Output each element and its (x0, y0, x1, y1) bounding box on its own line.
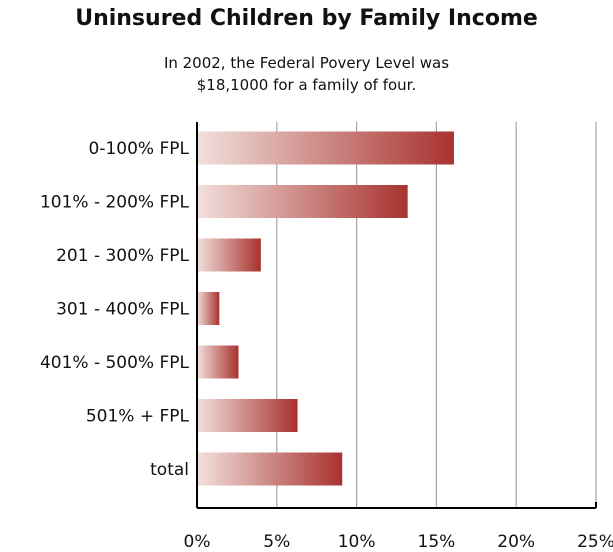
category-label-3: 301 - 400% FPL (56, 300, 189, 320)
bar-6 (197, 452, 343, 486)
category-label-1: 101% - 200% FPL (40, 193, 190, 213)
subtitle-line-2: $18,1000 for a family of four. (196, 76, 417, 94)
category-label-5: 501% + FPL (86, 407, 190, 427)
bar-0 (197, 131, 454, 165)
x-tick-labels: 0% 5% 10% 15% 20% 25% (184, 532, 613, 552)
subtitle-line-1: In 2002, the Federal Povery Level was (163, 54, 450, 72)
bar-2 (197, 238, 261, 272)
chart-title: Uninsured Children by Family Income (75, 6, 538, 31)
category-labels: 0-100% FPL 101% - 200% FPL 201 - 300% FPL 3… (40, 139, 190, 480)
bar-5 (197, 399, 298, 432)
category-label-6: total (150, 460, 189, 480)
chart-subtitle: In 2002, the Federal Povery Level was $1… (0, 52, 613, 96)
bar-3 (197, 292, 220, 325)
x-tick-label-25: 25% (577, 532, 613, 552)
bars (197, 131, 454, 486)
x-tick-label-5: 5% (263, 532, 290, 552)
category-label-4: 401% - 500% FPL (40, 353, 190, 373)
category-label-0: 0-100% FPL (89, 139, 190, 159)
axes (196, 122, 597, 509)
x-tick-label-10: 10% (338, 532, 376, 552)
x-tick-label-0: 0% (184, 532, 211, 552)
x-tick-label-15: 15% (418, 532, 456, 552)
grid-lines (276, 122, 597, 508)
x-tick-label-20: 20% (497, 532, 535, 552)
bar-1 (197, 185, 408, 218)
bar-4 (197, 345, 239, 379)
category-label-2: 201 - 300% FPL (56, 246, 189, 266)
